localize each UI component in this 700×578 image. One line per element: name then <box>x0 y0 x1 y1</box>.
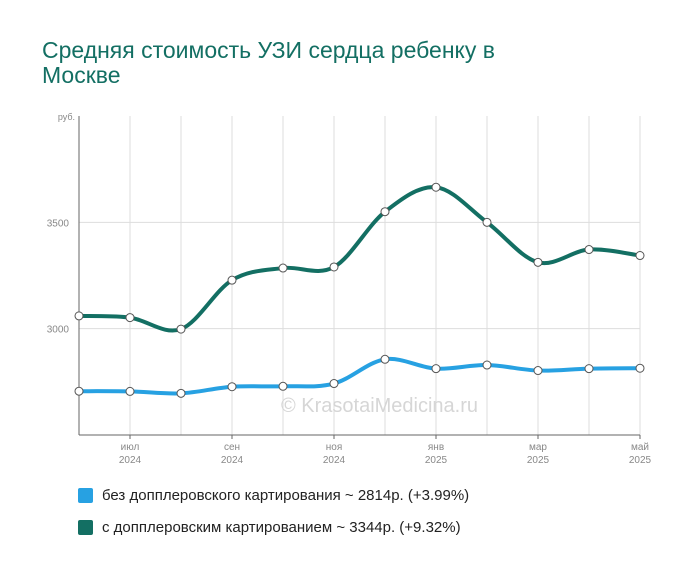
x-tick-month: май <box>631 442 649 453</box>
x-tick-year: 2025 <box>629 455 652 466</box>
x-tick-month: июл <box>121 442 140 453</box>
legend-series-name: с допплеровским картированием <box>102 518 333 536</box>
series-line-1 <box>77 185 642 333</box>
data-point <box>278 381 288 391</box>
data-point <box>380 354 390 364</box>
x-tick-month: ноя <box>326 442 343 453</box>
legend-item-no-doppler[interactable]: без допплеровского картирования ~ 2814р.… <box>78 484 469 506</box>
data-point <box>125 386 135 396</box>
legend-series-summary: ~ 2814р. (+3.99%) <box>344 486 470 504</box>
data-point <box>125 313 135 323</box>
legend-series-name: без допплеровского картирования <box>102 486 341 504</box>
data-point <box>329 379 339 389</box>
data-point <box>482 217 492 227</box>
data-point <box>380 207 390 217</box>
x-tick-month: янв <box>428 442 444 453</box>
x-tick-month: мар <box>529 442 547 453</box>
data-point <box>329 262 339 272</box>
data-point <box>635 363 645 373</box>
data-point <box>533 366 543 376</box>
data-point <box>482 360 492 370</box>
x-tick-year: 2025 <box>425 455 448 466</box>
data-point <box>227 275 237 285</box>
data-point <box>584 245 594 255</box>
data-point <box>635 251 645 261</box>
data-point <box>176 324 186 334</box>
chart-title: Средняя стоимость УЗИ сердца ребенку в М… <box>42 37 495 88</box>
data-point <box>278 263 288 273</box>
x-tick-month: сен <box>224 442 240 453</box>
series-line-0 <box>77 356 642 396</box>
y-tick-label: 3000 <box>47 325 70 336</box>
line-chart: 3000 3500 руб. июл 2024 сен 2024 ноя 2024 янв 2025… <box>47 112 652 466</box>
data-point <box>584 364 594 374</box>
data-point <box>227 382 237 392</box>
data-point <box>533 257 543 267</box>
x-tick-year: 2025 <box>527 455 550 466</box>
data-point <box>431 182 441 192</box>
data-point <box>74 386 84 396</box>
data-point <box>74 311 84 321</box>
x-tick-year: 2024 <box>119 455 142 466</box>
data-point <box>431 364 441 374</box>
x-tick-year: 2024 <box>221 455 244 466</box>
legend-swatch-doppler <box>78 519 93 535</box>
legend-series-summary: ~ 3344р. (+9.32%) <box>336 518 461 536</box>
legend: без допплеровского картирования ~ 2814р.… <box>78 484 469 548</box>
data-point <box>176 388 186 398</box>
y-unit-label: руб. <box>58 112 75 122</box>
y-tick-label: 3500 <box>47 218 70 229</box>
watermark: © KrasotaiMedicina.ru <box>281 395 478 417</box>
x-tick-year: 2024 <box>323 455 346 466</box>
legend-swatch-no-doppler <box>78 487 93 503</box>
legend-item-doppler[interactable]: с допплеровским картированием ~ 3344р. (… <box>78 516 469 538</box>
